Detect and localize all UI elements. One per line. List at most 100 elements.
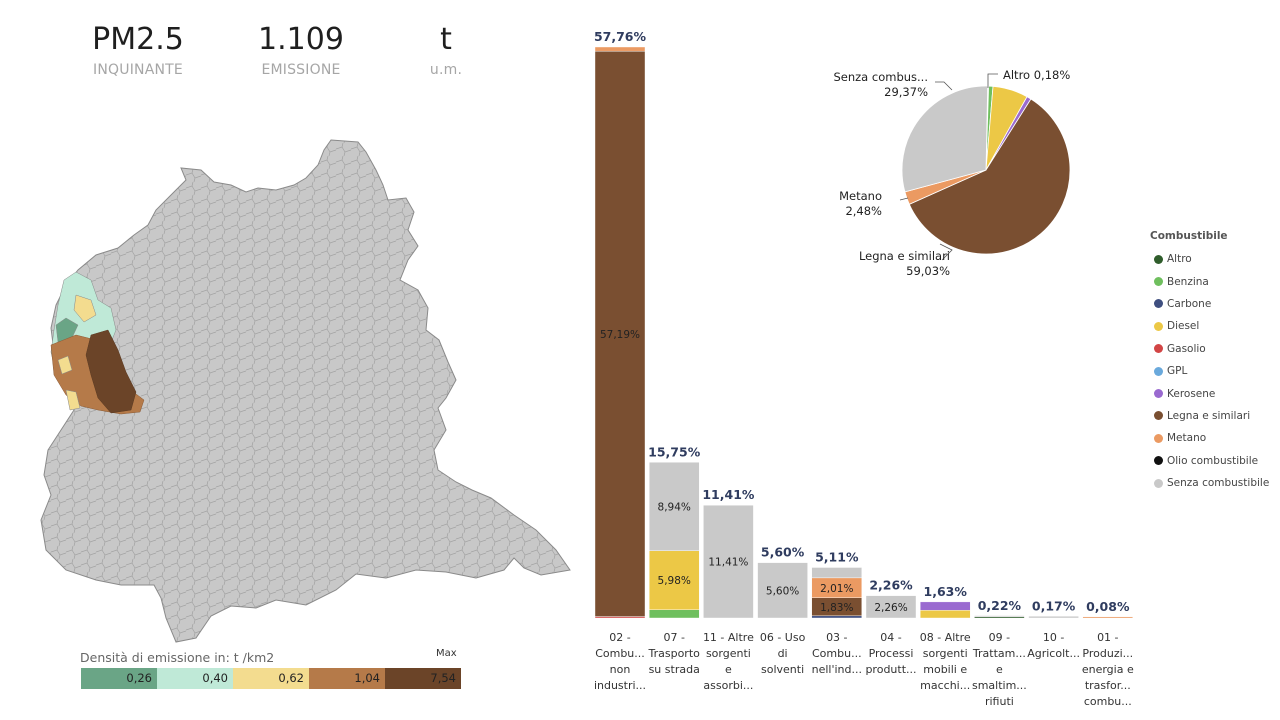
fuel-legend-item[interactable]: GPL [1150,360,1275,382]
bar-total-label: 0,22% [978,598,1022,613]
bar-category-label: e [725,663,732,676]
kpi-emission-value: 1.109 [258,22,344,57]
fuel-legend-label: Carbone [1167,297,1212,310]
bar-segment[interactable] [649,609,700,619]
bar-segment-label: 8,94% [658,501,691,513]
bar-category-label: e [996,663,1003,676]
bar-segment[interactable] [811,567,863,579]
bar-category-label: sorgenti [706,647,751,660]
bar-category-label: nell'ind... [812,663,862,676]
bar-segment[interactable] [811,615,863,619]
pie-callout-label: Altro 0,18% [1003,68,1070,82]
pie-callout-line [987,73,998,88]
emission-density-map[interactable] [36,130,576,645]
map-legend-segment: 0,40 [157,668,233,689]
fuel-legend-label: Gasolio [1167,342,1206,355]
pie-callout-label: Legna e similari [859,249,950,263]
fuel-legend-dot [1154,254,1163,264]
bar-category-label: trasfor... [1085,679,1131,692]
fuel-legend-item[interactable]: Benzina [1150,270,1275,292]
bar-category-label: Agricolt... [1027,647,1080,660]
map-legend-title: Densità di emissione in: t /km2 [80,650,275,665]
bar-category-label: su strada [649,663,700,676]
pie-slice[interactable] [901,85,989,193]
kpi-emission-label: EMISSIONE [261,62,341,78]
bar-segment[interactable] [649,462,700,551]
bar-segment[interactable] [594,46,646,52]
pie-callout-label: Metano [839,189,882,203]
fuel-legend-label: Olio combustibile [1167,454,1259,467]
bar-segment[interactable] [920,610,971,619]
fuel-legend-dot [1154,456,1163,466]
bar-segment[interactable] [865,595,917,619]
pie-callout-line [935,81,953,91]
map-legend-segment: 7,54 [385,668,461,689]
map-hotspot-area[interactable] [50,271,145,415]
pie-slice[interactable] [908,98,1071,255]
kpi-emission: 1.109 EMISSIONE [241,22,361,78]
kpi-pollutant: PM2.5 INQUINANTE [78,22,198,78]
bar-segment-label: 11,41% [708,557,748,569]
bar-segment[interactable] [974,615,1025,617]
bar-category-label: smaltim... [972,679,1027,692]
bar-category-label: 06 - Uso [760,631,806,644]
fuel-pie-chart[interactable]: Altro 0,18% Senza combus...29,37% Metano2,… [820,60,1140,300]
bar-segment[interactable] [594,50,646,617]
bar-segment[interactable] [920,601,971,611]
bar-category-label: rifiuti [985,695,1014,708]
fuel-legend-label: GPL [1167,365,1188,378]
bar-total-label: 15,75% [648,444,701,459]
fuel-legend-dot [1154,478,1163,488]
bar-segment-label: 2,01% [820,583,853,595]
bar-category-label: 08 - Altre [920,631,971,644]
bar-segment[interactable] [1082,616,1133,619]
map-legend-segment: 0,62 [233,668,309,689]
fuel-legend-label: Benzina [1167,275,1209,288]
bar-category-label: combu... [1084,695,1132,708]
bar-segment-label: 5,60% [766,585,799,597]
bar-category-label: industri... [594,679,646,692]
bar-segment[interactable] [757,562,808,619]
bar-category-label: macchi... [920,679,970,692]
bar-segment[interactable] [1028,616,1079,619]
kpi-pollutant-value: PM2.5 [92,22,184,57]
bar-segment-label: 1,83% [820,602,853,614]
pie-callout-line [939,243,953,261]
fuel-legend-item[interactable]: Gasolio [1150,338,1275,360]
pie-callout-label: 59,03% [906,264,950,278]
bar-segment-label: 57,19% [600,329,640,341]
bar-segment[interactable] [649,550,700,610]
fuel-legend-label: Altro [1167,253,1192,266]
pie-callout-label: 2,48% [845,204,882,218]
fuel-legend-item[interactable]: Kerosene [1150,382,1275,404]
fuel-legend-item[interactable]: Altro [1150,248,1275,270]
bar-total-label: 57,76% [594,29,647,44]
sector-bar-chart[interactable]: 57,19% 57,76% 02 - Combu... non industri... 5,… [590,20,1150,715]
bar-category-label: 01 - [1097,631,1118,644]
map-legend-scale: 0,26 0,40 0,62 1,04 7,54 [81,668,461,689]
fuel-legend-item[interactable]: Legna e similari [1150,405,1275,427]
map-legend-segment: 0,26 [81,668,157,689]
bar-segment[interactable] [594,616,646,619]
fuel-legend-item[interactable]: Diesel [1150,315,1275,337]
pie-callout-label: Senza combus... [833,70,928,84]
bar-category-label: 10 - [1043,631,1064,644]
map-legend-segment-label: 0,62 [278,671,304,685]
fuel-legend-dot [1154,366,1163,376]
fuel-legend-dot [1154,344,1163,354]
map-svg[interactable] [36,130,576,645]
bar-total-label: 2,26% [869,578,913,593]
fuel-legend-item[interactable]: Metano [1150,427,1275,449]
bar-category-label: 03 - [826,631,847,644]
map-legend-segment-label: 7,54 [430,671,456,685]
pie-callout-label: 29,37% [884,85,928,99]
fuel-legend-item[interactable]: Senza combustibile [1150,472,1275,494]
fuel-legend-dot [1154,433,1163,443]
bar-segment[interactable] [703,505,754,619]
fuel-legend-item[interactable]: Carbone [1150,293,1275,315]
map-legend-segment-label: 1,04 [354,671,380,685]
fuel-legend-dot [1154,411,1163,421]
fuel-legend: Combustibile Altro Benzina Carbone Diesel Ga… [1150,230,1275,494]
bar-category-label: sorgenti [923,647,968,660]
fuel-legend-item[interactable]: Olio combustibile [1150,450,1275,472]
